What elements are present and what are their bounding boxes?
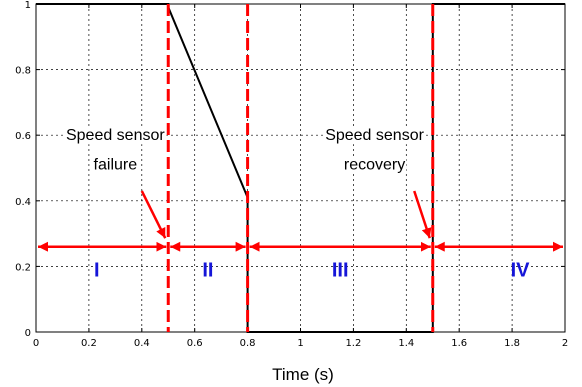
region-label-3: IV	[511, 260, 531, 282]
y-tick-label: 1	[25, 0, 31, 11]
x-tick-label: 0.2	[81, 338, 97, 349]
annotation-backdrop	[64, 127, 167, 145]
x-tick-label: 2	[562, 338, 568, 349]
x-tick-label: 1	[297, 338, 303, 349]
annotation-text-0-1: failure	[94, 157, 138, 174]
y-tick-label: 0.2	[15, 262, 31, 273]
annotations: Speed sensor failure Speed sensor recovery	[64, 127, 432, 239]
y-tick-label: 0	[25, 328, 31, 339]
region-label-0: I	[94, 260, 100, 282]
x-tick-label: 1.6	[451, 338, 467, 349]
x-tick-label: 0.6	[187, 338, 203, 349]
y-tick-label: 0.4	[15, 197, 31, 208]
annotation-text-1-0: Speed sensor	[325, 127, 424, 144]
x-tick-label: 1.2	[345, 338, 361, 349]
x-tick-label: 0.4	[134, 338, 150, 349]
y-tick-label: 0.8	[15, 66, 31, 77]
annotation-arrow-1	[413, 190, 432, 239]
y-tick-label: 0.6	[15, 131, 31, 142]
regions: I II III IV	[38, 241, 563, 282]
x-tick-label: 1.4	[398, 338, 414, 349]
annotation-text-0-0: Speed sensor	[66, 127, 165, 144]
region-label-2: III	[332, 260, 349, 282]
x-tick-label: 0	[33, 338, 39, 349]
event-lines	[166, 4, 435, 332]
region-label-1: II	[202, 260, 213, 282]
x-axis-label: Time (s)	[272, 365, 334, 384]
annotation-backdrop	[342, 156, 407, 174]
annotation-backdrop	[324, 127, 426, 145]
x-tick-label: 1.8	[504, 338, 520, 349]
annotation-backdrop	[92, 156, 139, 174]
x-tick-label: 0.8	[240, 338, 256, 349]
annotation-arrow-0	[140, 190, 167, 239]
annotation-text-1-1: recovery	[344, 157, 405, 174]
